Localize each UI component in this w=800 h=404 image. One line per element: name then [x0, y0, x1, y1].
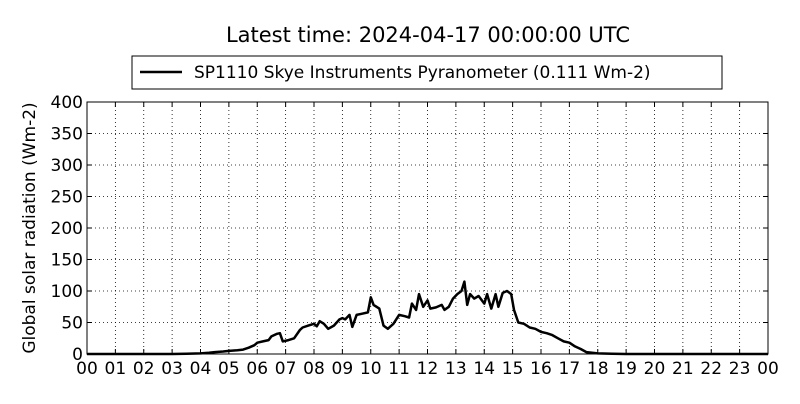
- x-tick-label: 10: [360, 359, 382, 379]
- x-tick-label: 05: [218, 359, 240, 379]
- x-tick-label: 03: [161, 359, 183, 379]
- x-tick-label: 19: [615, 359, 637, 379]
- chart-title: Latest time: 2024-04-17 00:00:00 UTC: [226, 23, 630, 47]
- x-tick-label: 12: [417, 359, 439, 379]
- y-tick-label: 0: [72, 345, 83, 365]
- x-tick-label: 20: [644, 359, 666, 379]
- y-tick-label: 300: [51, 156, 83, 176]
- y-tick-label: 200: [51, 219, 83, 239]
- y-tick-label: 400: [51, 93, 83, 113]
- x-tick-label: 11: [388, 359, 410, 379]
- x-tick-label: 04: [190, 359, 212, 379]
- x-tick-label: 01: [105, 359, 127, 379]
- legend-box: [131, 55, 723, 90]
- grid: [87, 102, 768, 354]
- y-axis-label: Global solar radiation (Wm-2): [20, 102, 40, 353]
- x-tick-label: 22: [700, 359, 722, 379]
- plot-frame: [86, 101, 769, 355]
- y-tick-label: 50: [61, 314, 83, 334]
- y-tick-label: 100: [51, 282, 83, 302]
- x-tick-label: 09: [332, 359, 354, 379]
- y-tick-label: 150: [51, 251, 83, 271]
- x-tick-label: 13: [445, 359, 467, 379]
- series-line-pyranometer: [87, 280, 768, 356]
- x-tick-label: 23: [729, 359, 751, 379]
- x-tick-label: 08: [303, 359, 325, 379]
- x-tick-label: 18: [587, 359, 609, 379]
- x-tick-label: 17: [559, 359, 581, 379]
- legend-label: SP1110 Skye Instruments Pyranometer (0.1…: [194, 63, 651, 83]
- x-tick-label: 07: [275, 359, 297, 379]
- x-tick-label: 00: [757, 359, 779, 379]
- x-tick-label: 02: [133, 359, 155, 379]
- x-tick-label: 15: [502, 359, 524, 379]
- x-tick-label: 00: [76, 359, 98, 379]
- x-tick-label: 14: [473, 359, 495, 379]
- ticks: 00 01 02 03 04 05 06 07 08 09 10 11 12 13 14 15 16 17 18 19…: [51, 93, 779, 379]
- legend: SP1110 Skye Instruments Pyranometer (0.1…: [131, 55, 723, 90]
- x-tick-label: 06: [246, 359, 268, 379]
- x-tick-label: 21: [672, 359, 694, 379]
- y-tick-label: 250: [51, 188, 83, 208]
- y-tick-label: 350: [51, 125, 83, 145]
- x-tick-label: 16: [530, 359, 552, 379]
